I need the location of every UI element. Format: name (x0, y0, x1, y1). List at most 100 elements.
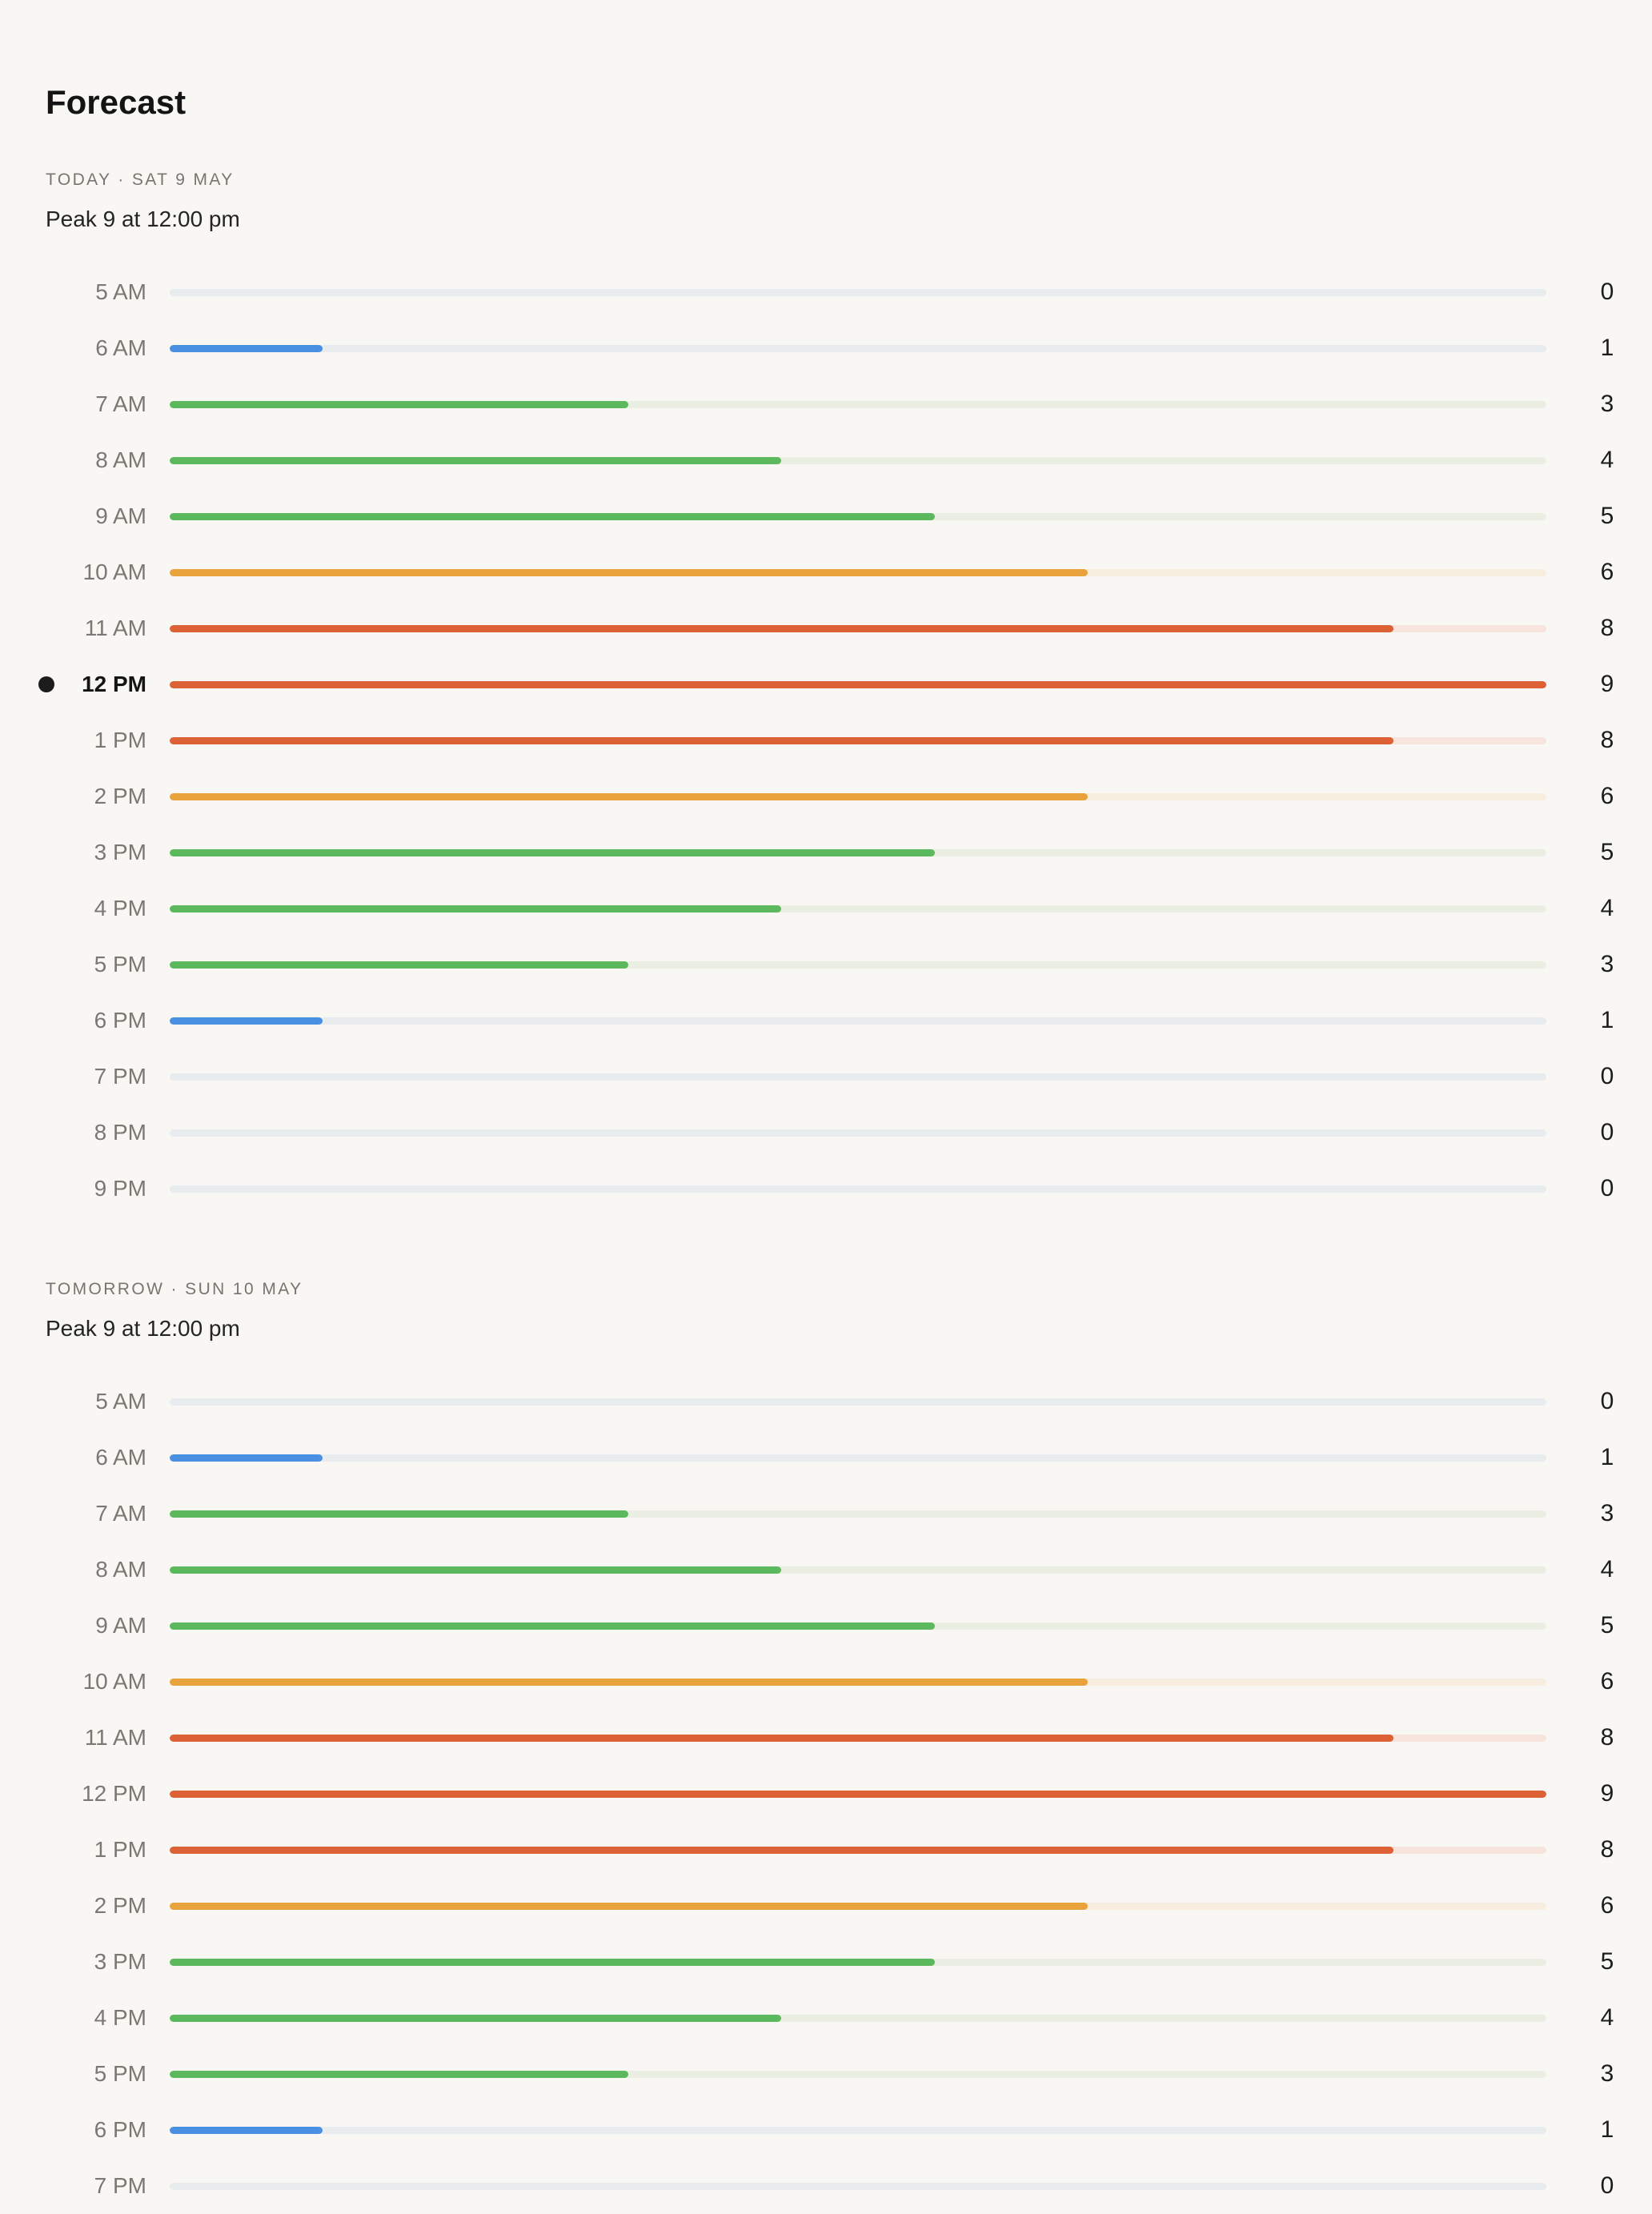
hour-label: 3 PM (94, 1949, 146, 1974)
bar-track (170, 849, 1546, 856)
hour-row: 11 AM 8 (0, 1710, 1652, 1766)
hour-value: 9 (1600, 1780, 1614, 1807)
hour-label: 11 AM (84, 1725, 146, 1750)
bar-fill (170, 1847, 1393, 1854)
current-hour-indicator (38, 676, 54, 692)
bar-track (170, 2015, 1546, 2022)
bar-fill (170, 625, 1393, 632)
hour-value: 5 (1600, 839, 1614, 865)
bar-track (170, 457, 1546, 464)
hour-row: 8 AM 4 (0, 432, 1652, 488)
hour-row: 2 PM 6 (0, 768, 1652, 824)
bar-fill (170, 681, 1546, 688)
hour-row: 1 PM 8 (0, 1822, 1652, 1878)
hour-row: 7 PM 0 (0, 2158, 1652, 2214)
hour-label: 6 AM (95, 335, 146, 360)
hour-row: 5 PM 3 (0, 937, 1652, 993)
hour-value: 1 (1600, 335, 1614, 361)
hour-value: 5 (1600, 1948, 1614, 1975)
bar-track (170, 2071, 1546, 2078)
bar-fill (170, 793, 1088, 800)
hour-value: 0 (1600, 1388, 1614, 1414)
hour-value: 1 (1600, 2116, 1614, 2143)
hour-row: 12 PM 9 (0, 656, 1652, 712)
bar-track (170, 1959, 1546, 1966)
bar-track (170, 569, 1546, 576)
hour-value: 3 (1600, 1500, 1614, 1526)
hour-label: 9 AM (95, 1613, 146, 1638)
hour-value: 1 (1600, 1444, 1614, 1470)
bar-track (170, 1847, 1546, 1854)
hour-value: 6 (1600, 1668, 1614, 1695)
hour-label: 12 PM (82, 672, 146, 696)
hour-label: 9 PM (94, 1176, 146, 1201)
hour-value: 0 (1600, 279, 1614, 305)
bar-track (170, 1510, 1546, 1518)
bar-fill (170, 1679, 1088, 1686)
hour-row: 2 PM 6 (0, 1878, 1652, 1934)
bar-fill (170, 849, 935, 856)
hour-label: 8 AM (95, 1557, 146, 1582)
hour-value: 6 (1600, 1892, 1614, 1919)
bar-fill (170, 1959, 935, 1966)
hour-row: 10 AM 6 (0, 1654, 1652, 1710)
hour-value: 3 (1600, 2060, 1614, 2087)
bar-track (170, 737, 1546, 744)
bar-fill (170, 1622, 935, 1630)
hour-row: 10 AM 6 (0, 544, 1652, 600)
hour-row: 5 PM 3 (0, 2046, 1652, 2102)
hourly-bars: 5 AM 0 6 AM 1 7 AM 3 8 AM 4 9 AM 5 10 AM 6 11 AM 8 12 … (0, 264, 1652, 1217)
bar-track (170, 2183, 1546, 2190)
section-peak: Peak 9 at 12:00 pm (46, 1316, 240, 1341)
bar-fill (170, 2071, 629, 2078)
bar-fill (170, 1454, 323, 1462)
bar-fill (170, 569, 1088, 576)
hour-row: 9 AM 5 (0, 488, 1652, 544)
bar-track (170, 1398, 1546, 1406)
bar-fill (170, 737, 1393, 744)
hour-value: 0 (1600, 1119, 1614, 1145)
hour-row: 11 AM 8 (0, 600, 1652, 656)
bar-fill (170, 2127, 323, 2134)
hour-row: 3 PM 5 (0, 824, 1652, 880)
hour-label: 8 PM (94, 1120, 146, 1145)
hour-row: 8 AM 4 (0, 1542, 1652, 1598)
hour-label: 7 PM (94, 2173, 146, 2198)
bar-track (170, 1791, 1546, 1798)
hour-value: 8 (1600, 727, 1614, 753)
section-peak: Peak 9 at 12:00 pm (46, 207, 240, 231)
hour-label: 5 PM (94, 2061, 146, 2086)
bar-track (170, 1735, 1546, 1742)
hour-label: 1 PM (94, 728, 146, 752)
hour-row: 6 AM 1 (0, 1430, 1652, 1486)
bar-track (170, 1566, 1546, 1574)
bar-track (170, 1073, 1546, 1081)
hour-label: 2 PM (94, 1893, 146, 1918)
hour-row: 4 PM 4 (0, 880, 1652, 937)
bar-track (170, 1017, 1546, 1025)
hour-value: 8 (1600, 1724, 1614, 1751)
bar-track (170, 1129, 1546, 1137)
hour-label: 12 PM (82, 1781, 146, 1806)
bar-fill (170, 1791, 1546, 1798)
hour-value: 3 (1600, 391, 1614, 417)
hour-value: 0 (1600, 1063, 1614, 1089)
hour-value: 0 (1600, 1175, 1614, 1201)
hour-row: 12 PM 9 (0, 1766, 1652, 1822)
hour-label: 7 AM (95, 1501, 146, 1526)
hour-value: 8 (1600, 615, 1614, 641)
hour-label: 7 PM (94, 1064, 146, 1089)
hour-label: 8 AM (95, 447, 146, 472)
hour-row: 5 AM 0 (0, 1374, 1652, 1430)
hour-value: 5 (1600, 503, 1614, 529)
bar-track (170, 401, 1546, 408)
section-heading: TODAY · SAT 9 MAY (46, 170, 235, 189)
bar-fill (170, 961, 629, 969)
hour-value: 1 (1600, 1007, 1614, 1033)
hour-label: 4 PM (94, 2005, 146, 2030)
section-heading: TOMORROW · SUN 10 MAY (46, 1280, 303, 1298)
hour-row: 3 PM 5 (0, 1934, 1652, 1990)
bar-track (170, 681, 1546, 688)
bar-track (170, 905, 1546, 912)
